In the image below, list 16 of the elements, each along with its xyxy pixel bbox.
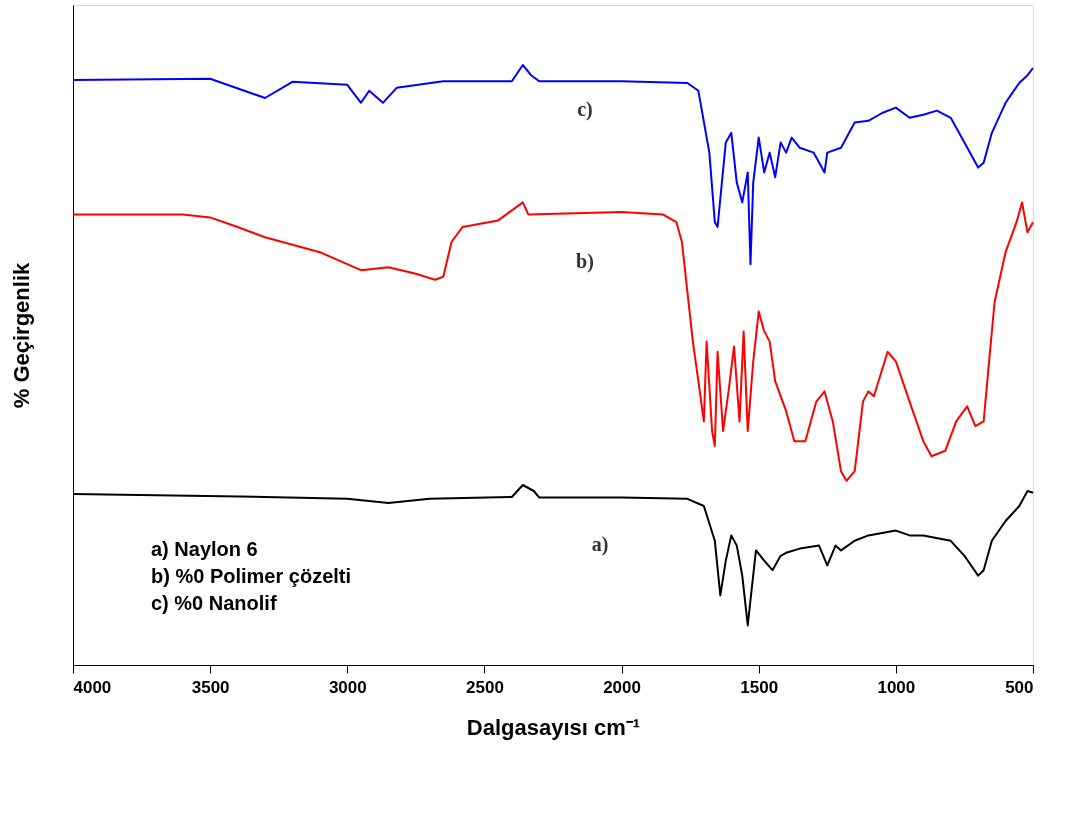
annotation: a) (591, 533, 609, 556)
x-tick-label: 500 (1005, 677, 1034, 697)
x-tick-label: 1000 (877, 677, 916, 697)
x-tick-label: 1500 (740, 677, 779, 697)
x-tick-label: 3500 (191, 677, 230, 697)
annotation: a) Naylon 6 (151, 538, 258, 560)
y-axis-title: % Geçirgenlik (8, 261, 34, 409)
annotation: c) (577, 98, 593, 121)
x-tick-label: 2500 (466, 677, 504, 697)
x-axis-title: Dalgasayısı cm⁻¹ (466, 714, 641, 740)
annotation: b) %0 Polimer çözelti (151, 565, 352, 587)
x-tick-label: 4000 (73, 677, 112, 697)
x-tick-label: 2000 (603, 677, 641, 697)
x-tick-label: 3000 (328, 677, 367, 697)
annotation: b) (576, 250, 594, 273)
annotation: c) %0 Nanolif (151, 592, 277, 614)
